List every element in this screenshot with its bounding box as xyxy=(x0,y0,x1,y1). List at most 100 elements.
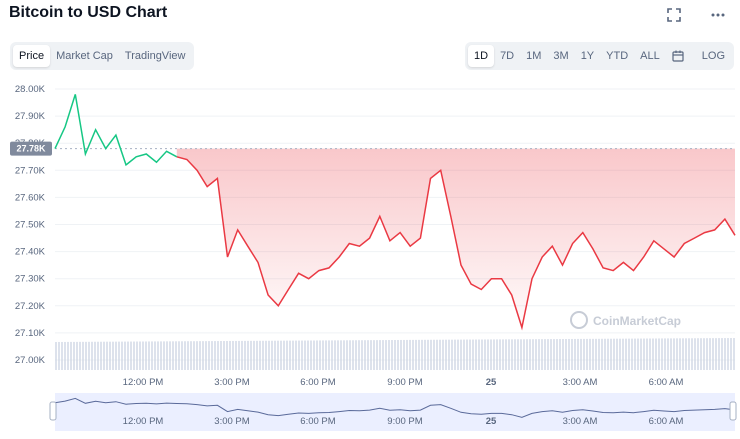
tab-tradingview[interactable]: TradingView xyxy=(124,50,186,62)
x-tick-label: 3:00 PM xyxy=(214,377,249,388)
volume-bar xyxy=(679,338,681,370)
navigator-left-handle[interactable] xyxy=(49,401,57,421)
navigator-x-tick-label: 3:00 PM xyxy=(214,416,249,427)
x-tick-label: 3:00 AM xyxy=(563,377,598,388)
fullscreen-icon[interactable] xyxy=(666,8,682,24)
volume-bar xyxy=(331,340,333,370)
volume-bar xyxy=(691,338,693,370)
volume-bar xyxy=(175,341,177,370)
volume-bar xyxy=(163,341,165,370)
volume-bar xyxy=(541,339,543,370)
volume-bar xyxy=(484,339,486,370)
volume-bar xyxy=(121,341,123,370)
volume-bar xyxy=(475,339,477,370)
volume-bar xyxy=(439,339,441,370)
volume-bar xyxy=(547,339,549,370)
tab-price[interactable]: Price xyxy=(13,45,51,67)
volume-bar xyxy=(88,341,90,370)
volume-bar xyxy=(364,340,366,370)
volume-bar xyxy=(721,338,723,370)
volume-bar xyxy=(127,341,129,370)
volume-bar xyxy=(529,339,531,370)
volume-bar xyxy=(643,338,645,370)
range-1y[interactable]: 1Y xyxy=(580,50,595,62)
volume-bar xyxy=(82,341,84,370)
volume-bar xyxy=(421,339,423,370)
volume-bar xyxy=(457,339,459,370)
range-1d[interactable]: 1D xyxy=(468,45,495,67)
x-tick-label: 12:00 PM xyxy=(123,377,164,388)
volume-bar xyxy=(277,340,279,370)
tab-market-cap[interactable]: Market Cap xyxy=(56,50,113,62)
volume-bar xyxy=(649,338,651,370)
volume-bar xyxy=(169,341,171,370)
volume-bar xyxy=(580,338,582,370)
volume-bar xyxy=(556,339,558,370)
volume-bar xyxy=(85,341,87,370)
volume-bar xyxy=(208,341,210,370)
volume-bar xyxy=(133,341,135,370)
volume-bar xyxy=(583,338,585,370)
volume-bar xyxy=(511,339,513,370)
y-tick-label: 27.30K xyxy=(15,274,46,285)
log-toggle[interactable]: LOG xyxy=(701,50,725,62)
volume-bar xyxy=(346,340,348,370)
volume-bar xyxy=(388,340,390,370)
volume-bar xyxy=(166,341,168,370)
volume-bar xyxy=(313,340,315,370)
volume-bar xyxy=(655,338,657,370)
volume-bar xyxy=(430,339,432,370)
y-tick-label: 27.10K xyxy=(15,328,46,339)
range-7d[interactable]: 7D xyxy=(500,50,515,62)
volume-bar xyxy=(403,339,405,370)
volume-bar xyxy=(142,341,144,370)
volume-bar xyxy=(427,339,429,370)
volume-bar xyxy=(499,339,501,370)
volume-bar xyxy=(460,339,462,370)
volume-bar xyxy=(535,339,537,370)
volume-bar xyxy=(184,341,186,370)
navigator-x-tick-label: 9:00 PM xyxy=(387,416,422,427)
more-icon[interactable] xyxy=(710,8,726,24)
volume-bar xyxy=(64,341,66,370)
svg-text:27.78K: 27.78K xyxy=(16,144,46,154)
volume-bar xyxy=(703,338,705,370)
range-3m[interactable]: 3M xyxy=(553,50,569,62)
volume-bar xyxy=(652,338,654,370)
volume-bar xyxy=(574,338,576,370)
volume-bar xyxy=(667,338,669,370)
y-tick-label: 27.50K xyxy=(15,220,46,231)
volume-bar xyxy=(355,340,357,370)
range-1m[interactable]: 1M xyxy=(526,50,542,62)
volume-bar xyxy=(220,341,222,370)
volume-bar xyxy=(622,338,624,370)
volume-bar xyxy=(451,339,453,370)
navigator-right-handle[interactable] xyxy=(729,401,737,421)
time-range-tabs: 1D 7D 1M 3M 1Y YTD ALL LOG xyxy=(465,42,734,70)
x-tick-label: 9:00 PM xyxy=(387,377,422,388)
volume-bar xyxy=(481,339,483,370)
volume-bar xyxy=(301,340,303,370)
volume-bar xyxy=(187,341,189,370)
volume-bar xyxy=(325,340,327,370)
volume-bar xyxy=(469,339,471,370)
range-ytd[interactable]: YTD xyxy=(606,50,629,62)
volume-bar xyxy=(595,338,597,370)
volume-bar xyxy=(514,339,516,370)
volume-bar xyxy=(352,340,354,370)
volume-bar xyxy=(205,341,207,370)
range-all[interactable]: ALL xyxy=(640,50,660,62)
calendar-icon[interactable] xyxy=(666,45,690,67)
volume-bar xyxy=(91,341,93,370)
volume-bar xyxy=(616,338,618,370)
volume-bar xyxy=(181,341,183,370)
volume-bar xyxy=(730,338,732,370)
volume-bar xyxy=(508,339,510,370)
volume-bar xyxy=(718,338,720,370)
volume-bar xyxy=(328,340,330,370)
volume-bar xyxy=(367,340,369,370)
volume-bar xyxy=(568,338,570,370)
volume-bar xyxy=(565,339,567,370)
range-navigator[interactable]: 12:00 PM 3:00 PM 6:00 PM 9:00 PM 25 3:00 AM 6:… xyxy=(49,393,737,431)
